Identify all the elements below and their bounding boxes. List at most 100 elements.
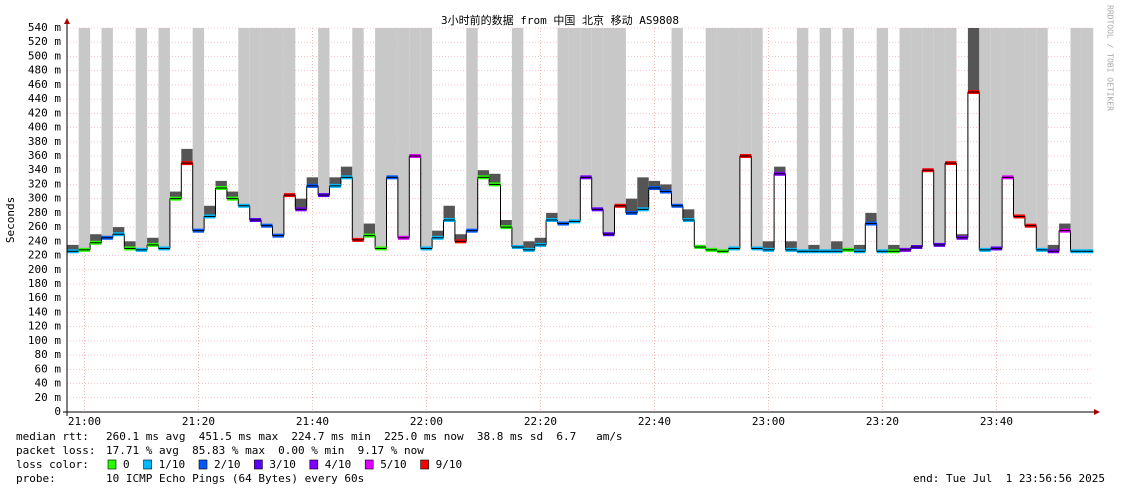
smoke xyxy=(477,170,490,178)
legend-swatch xyxy=(254,459,263,470)
smoke xyxy=(454,234,467,242)
smoke xyxy=(363,223,376,236)
smoke xyxy=(443,205,455,220)
smoke xyxy=(933,28,946,245)
y-tick-label: 280 m xyxy=(28,206,61,219)
smoke xyxy=(796,28,809,252)
legend-swatch xyxy=(420,459,429,470)
smoke xyxy=(295,198,307,210)
axis-arrow xyxy=(1094,409,1100,415)
legend-label: 9/10 xyxy=(436,458,463,471)
smoke xyxy=(158,28,170,249)
footer-text: 17.71 % avg 85.83 % max 0.00 % min 9.17 … xyxy=(106,444,424,457)
smoke xyxy=(671,28,683,206)
y-tick-label: 420 m xyxy=(28,106,61,119)
y-tick-label: 40 m xyxy=(35,377,62,390)
x-tick-label: 22:20 xyxy=(524,415,557,428)
smoke xyxy=(386,28,398,178)
smoke xyxy=(523,241,535,250)
smoke xyxy=(329,177,341,186)
smoke xyxy=(147,237,159,245)
smoke xyxy=(557,28,569,224)
y-axis-label: Seconds xyxy=(4,197,17,243)
smoke xyxy=(637,177,649,210)
legend-label: 0 xyxy=(123,458,130,471)
y-tick-label: 180 m xyxy=(28,277,61,290)
smoke xyxy=(842,28,854,250)
smoke xyxy=(169,191,182,199)
y-tick-label: 460 m xyxy=(28,78,61,91)
smoke xyxy=(67,244,79,252)
legend-swatch xyxy=(143,459,152,470)
smoke xyxy=(728,28,740,249)
y-tick-label: 140 m xyxy=(28,305,61,318)
smoke xyxy=(785,241,797,250)
footer-text: 260.1 ms avg 451.5 ms max 224.7 ms min 2… xyxy=(106,430,623,443)
x-tick-label: 22:00 xyxy=(410,415,443,428)
axis-arrow xyxy=(64,18,70,24)
smoke xyxy=(717,28,729,252)
legend-swatch xyxy=(309,459,319,470)
smoke xyxy=(318,28,330,196)
smoke xyxy=(853,244,866,252)
smoke xyxy=(466,28,478,231)
smoke xyxy=(967,28,980,92)
y-tick-label: 260 m xyxy=(28,220,61,233)
smoke xyxy=(774,166,786,174)
smoke xyxy=(112,227,125,235)
y-tick-label: 520 m xyxy=(28,35,61,48)
smoke xyxy=(1036,28,1048,250)
y-tick-label: 500 m xyxy=(28,49,61,62)
y-tick-label: 0 xyxy=(54,405,61,418)
legend-swatch xyxy=(107,459,117,470)
smoke xyxy=(500,220,512,228)
smoke xyxy=(660,184,672,192)
legend-swatch xyxy=(364,459,374,470)
smoke xyxy=(1059,223,1071,231)
y-tick-label: 100 m xyxy=(28,334,61,347)
y-tick-label: 200 m xyxy=(28,263,61,276)
y-tick-label: 240 m xyxy=(28,234,61,247)
smoke xyxy=(272,28,284,236)
smoke xyxy=(922,28,934,171)
smoke xyxy=(1024,28,1037,226)
smoke xyxy=(397,28,410,238)
smoke xyxy=(568,28,581,222)
side-note: RRDTOOL / TOBI OETIKER xyxy=(1106,5,1115,111)
smoke xyxy=(78,28,91,250)
footer-label: probe: xyxy=(16,472,56,485)
y-tick-label: 220 m xyxy=(28,249,61,262)
smoke xyxy=(865,212,877,224)
legend-label: 1/10 xyxy=(159,458,186,471)
y-tick-label: 400 m xyxy=(28,121,61,134)
smoke xyxy=(648,180,661,188)
y-tick-label: 440 m xyxy=(28,92,61,105)
smoke xyxy=(580,28,592,178)
legend-label: 5/10 xyxy=(380,458,407,471)
smoke xyxy=(511,28,524,248)
footer-label: loss color: xyxy=(16,458,89,471)
smoke xyxy=(90,234,102,243)
y-tick-label: 20 m xyxy=(35,391,62,404)
legend-swatch xyxy=(198,459,208,470)
footer-text: end: Tue Jul 1 23:56:56 2025 xyxy=(913,472,1105,485)
x-tick-label: 22:40 xyxy=(638,415,671,428)
smoke xyxy=(831,241,843,252)
y-tick-label: 320 m xyxy=(28,177,61,190)
smoke xyxy=(979,28,991,250)
x-tick-label: 23:20 xyxy=(866,415,899,428)
smoke xyxy=(819,28,832,252)
smoke xyxy=(762,241,775,250)
smoke xyxy=(124,241,136,249)
smoke xyxy=(899,28,911,250)
smoke xyxy=(226,191,239,199)
x-tick-label: 21:00 xyxy=(68,415,101,428)
smoke xyxy=(1081,28,1094,252)
smoke xyxy=(1002,28,1014,178)
smoke xyxy=(603,28,615,235)
smoke xyxy=(614,28,626,206)
smoke xyxy=(888,244,900,252)
smoke xyxy=(432,230,444,238)
x-tick-label: 23:00 xyxy=(752,415,785,428)
